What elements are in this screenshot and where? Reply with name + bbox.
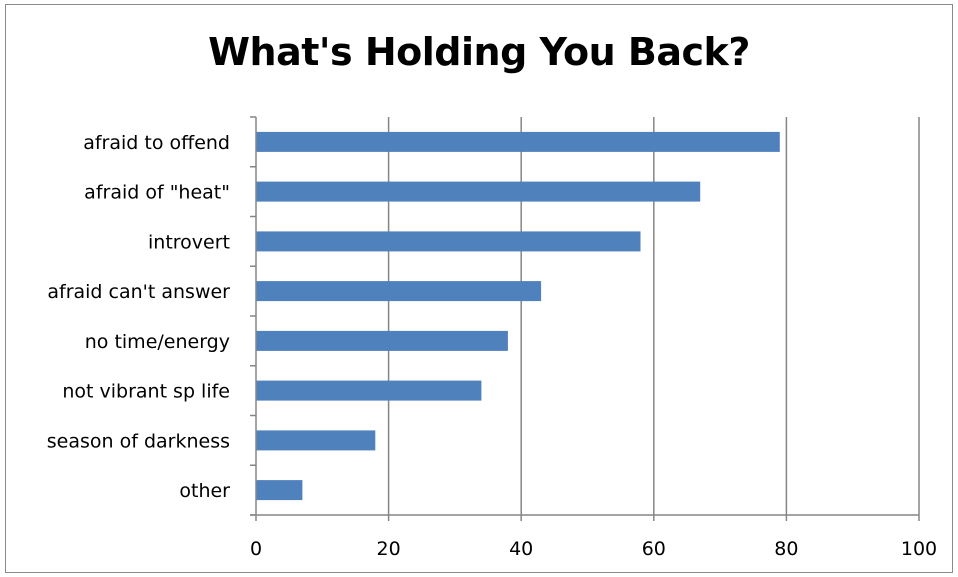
x-tick-label: 20	[377, 538, 401, 560]
category-label: season of darkness	[47, 430, 230, 452]
x-tick-label: 60	[642, 538, 666, 560]
bars	[256, 131, 780, 501]
category-label: afraid to offend	[83, 132, 230, 154]
category-label: not vibrant sp life	[62, 381, 230, 403]
axes	[250, 116, 920, 521]
bar-3	[256, 281, 542, 302]
x-tick-label: 40	[509, 538, 533, 560]
bar-0	[256, 131, 780, 152]
x-tick-label: 0	[250, 538, 262, 560]
category-label: no time/energy	[85, 331, 230, 353]
bar-7	[256, 480, 303, 501]
bar-6	[256, 430, 376, 451]
category-label: introvert	[148, 231, 230, 253]
bar-1	[256, 181, 701, 202]
category-label: other	[179, 480, 230, 502]
bar-4	[256, 330, 508, 351]
x-tick-label: 80	[774, 538, 798, 560]
x-tick-label: 100	[901, 538, 937, 560]
bar-2	[256, 231, 641, 252]
chart-title: What's Holding You Back?	[208, 30, 750, 74]
category-label: afraid of "heat"	[84, 182, 230, 204]
grid-lines	[387, 117, 920, 515]
bar-5	[256, 380, 482, 401]
tick-labels: 0 20 40 60 80 100	[250, 538, 937, 560]
category-labels: afraid to offend afraid of "heat" introver…	[47, 132, 230, 502]
category-label: afraid can't answer	[47, 281, 230, 303]
